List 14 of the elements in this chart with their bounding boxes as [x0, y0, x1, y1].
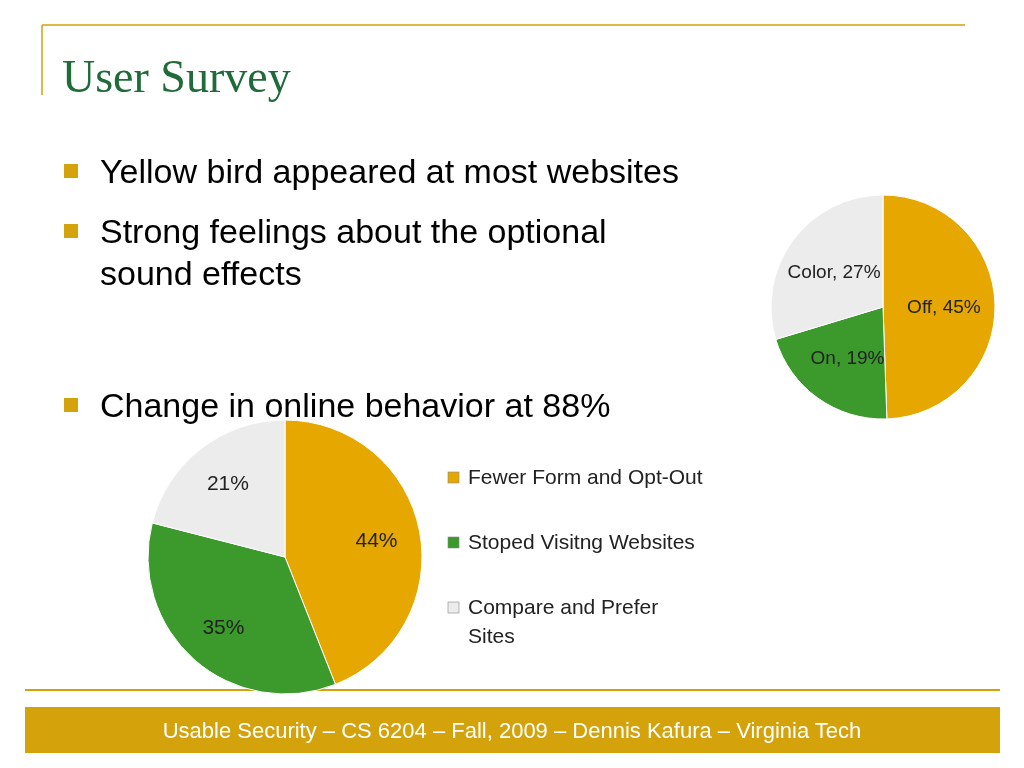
- slice-label: Color, 27%: [787, 260, 881, 282]
- data-label: 35%: [202, 614, 245, 638]
- slice-label: On, 19%: [810, 346, 885, 368]
- slice-label: Off, 45%: [907, 295, 981, 317]
- legend-label: Stoped Visitng Websites: [468, 530, 695, 553]
- legend-label: Compare and Prefer Sites: [468, 595, 659, 647]
- data-label: 21%: [206, 471, 249, 495]
- text: Change in online behavior at 88%: [100, 386, 611, 424]
- text: Strong feelings about the optional sound effects: [100, 212, 607, 292]
- text: Yellow bird appeared at most websites: [100, 152, 679, 190]
- data-label: 44%: [355, 527, 398, 551]
- text: User Survey: [62, 51, 291, 102]
- legend-label: Fewer Form and Opt-Out: [468, 465, 703, 488]
- text: Usable Security – CS 6204 – Fall, 2009 – Dennis Kafura – Virginia Tech: [162, 718, 862, 743]
